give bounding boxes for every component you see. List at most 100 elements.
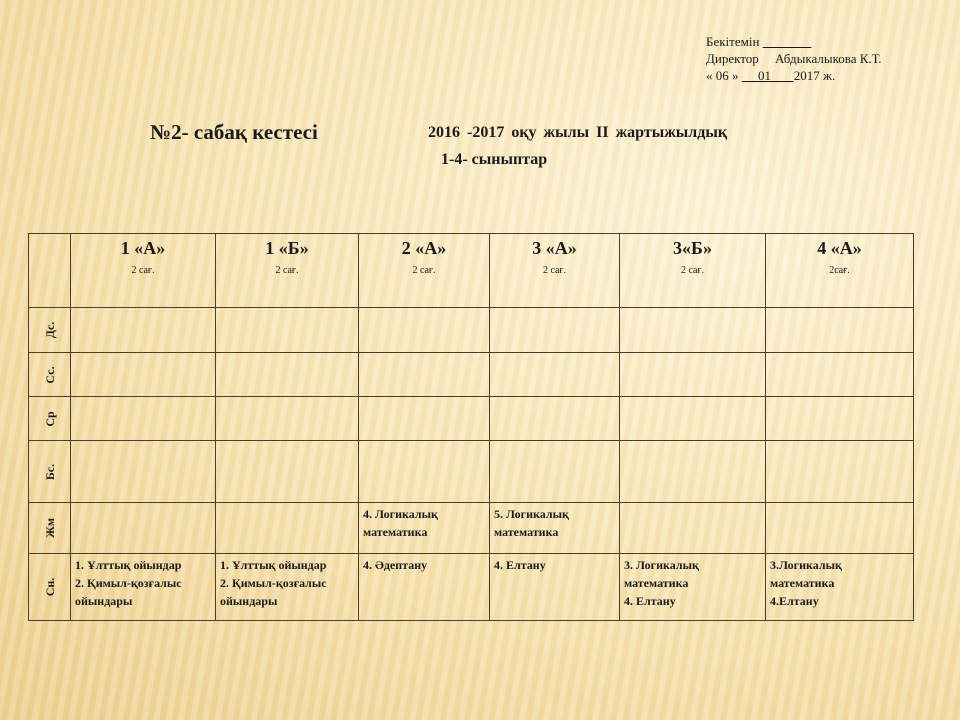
lesson-cell[interactable] [215, 396, 359, 441]
lesson-cell[interactable]: 4. Логикалық математика [358, 502, 490, 554]
lesson-cell[interactable] [215, 502, 359, 554]
column-header: 1 «А» 2 сағ. [70, 233, 216, 308]
day-label: Дс. [42, 321, 57, 339]
lesson-text: 1. Ұлттық ойындар [220, 558, 327, 572]
day-cell: Ср [28, 396, 71, 441]
lesson-cell[interactable] [765, 307, 914, 353]
approval-day: « 06 » [706, 68, 739, 83]
approval-month: 01 [758, 68, 771, 83]
day-cell: Бс. [28, 440, 71, 503]
lesson-cell[interactable] [70, 352, 216, 397]
class-hours: 2сағ. [829, 265, 850, 276]
lesson-cell[interactable] [765, 396, 914, 441]
table-row: Бс. [28, 440, 914, 503]
lesson-text: 5. Логикалық [494, 507, 569, 521]
lesson-cell[interactable]: 3.Логикалық математика 4.Елтану [765, 553, 914, 621]
schedule-table: 1 «А» 2 сағ. 1 «Б» 2 сағ. 2 «А» 2 сағ. 3 «А» 2 … [28, 233, 914, 621]
lesson-text: 3.Логикалық [770, 558, 842, 572]
day-label: Сс. [42, 365, 57, 384]
lesson-text: 2. Қимыл-қозғалыс [220, 576, 327, 590]
lesson-text: 1. Ұлттық ойындар [75, 558, 182, 572]
day-label: Ср [42, 410, 57, 427]
day-cell: Дс. [28, 307, 71, 353]
page-subtitle: 2016 -2017 оқу жылы II жартыжылдық [428, 124, 728, 141]
day-label: Бс. [42, 463, 57, 480]
class-name: 3«Б» [673, 238, 712, 258]
lesson-text: 2. Қимыл-қозғалыс [75, 576, 182, 590]
day-label: Жм [42, 517, 57, 539]
lesson-cell[interactable] [358, 307, 490, 353]
lesson-cell[interactable] [489, 440, 620, 503]
column-header: 3 «А» 2 сағ. [489, 233, 620, 308]
table-row: Сн. 1. Ұлттық ойындар 2. Қимыл-қозғалыс ойы… [28, 553, 914, 621]
table-row: Сс. [28, 352, 914, 397]
day-label: Сн. [42, 577, 57, 597]
day-cell: Сн. [28, 553, 71, 621]
lesson-cell[interactable] [619, 440, 766, 503]
lesson-cell[interactable]: 4. Әдептану [358, 553, 490, 621]
column-header: 4 «А» 2сағ. [765, 233, 914, 308]
day-cell: Жм [28, 502, 71, 554]
lesson-text: 4.Елтану [770, 594, 819, 608]
lesson-cell[interactable] [619, 502, 766, 554]
lesson-text: 4. Логикалық [363, 507, 438, 521]
table-row: Ср [28, 396, 914, 441]
lesson-cell[interactable] [215, 440, 359, 503]
lesson-cell[interactable] [489, 307, 620, 353]
class-name: 3 «А» [532, 238, 577, 258]
lesson-cell[interactable]: 5. Логикалық математика [489, 502, 620, 554]
lesson-cell[interactable]: 3. Логикалық математика 4. Елтану [619, 553, 766, 621]
column-header: 2 «А» 2 сағ. [358, 233, 490, 308]
lesson-cell[interactable] [70, 440, 216, 503]
page-title: №2- сабақ кестесі [150, 120, 318, 144]
class-name: 4 «А» [817, 238, 862, 258]
director-role: Директор [706, 51, 759, 66]
lesson-text: 4. Елтану [494, 558, 546, 572]
class-hours: 2 сағ. [680, 265, 705, 276]
lesson-cell[interactable]: 1. Ұлттық ойындар 2. Қимыл-қозғалыс ойында… [70, 553, 216, 621]
lesson-text: 4. Әдептану [363, 558, 428, 572]
lesson-cell[interactable] [215, 352, 359, 397]
table-row: Жм 4. Логикалық математика 5. Логикалық мате… [28, 502, 914, 554]
lesson-cell[interactable] [358, 396, 490, 441]
lesson-cell[interactable] [619, 396, 766, 441]
column-header: 3«Б» 2 сағ. [619, 233, 766, 308]
lesson-text: ойындары [220, 594, 278, 608]
approval-label: Бекітемін [706, 34, 760, 49]
day-cell: Сс. [28, 352, 71, 397]
lesson-text: математика [363, 525, 428, 539]
class-hours: 2 сағ. [275, 265, 299, 276]
lesson-cell[interactable] [619, 352, 766, 397]
corner-cell [28, 233, 71, 308]
lesson-cell[interactable] [70, 502, 216, 554]
class-hours: 2 сағ. [412, 265, 436, 276]
class-hours: 2 сағ. [131, 265, 155, 276]
class-name: 1 «А» [120, 238, 166, 258]
lesson-text: 4. Елтану [624, 594, 676, 608]
column-header: 1 «Б» 2 сағ. [215, 233, 359, 308]
lesson-cell[interactable] [70, 307, 216, 353]
lesson-text: 3. Логикалық [624, 558, 699, 572]
lesson-cell[interactable]: 1. Ұлттық ойындар 2. Қимыл-қозғалыс ойында… [215, 553, 359, 621]
lesson-text: математика [624, 576, 689, 590]
lesson-cell[interactable] [358, 352, 490, 397]
director-name: Абдыкалыкова К.Т. [775, 51, 882, 66]
class-name: 2 «А» [401, 238, 447, 258]
lesson-cell[interactable] [619, 307, 766, 353]
lesson-cell[interactable] [215, 307, 359, 353]
class-hours: 2 сағ. [542, 265, 567, 276]
approval-block: Бекітемін Директор Абдыкалыкова К.Т. « 0… [706, 33, 882, 84]
lesson-cell[interactable] [358, 440, 490, 503]
lesson-cell[interactable] [765, 352, 914, 397]
table-row: Дс. [28, 307, 914, 353]
lesson-cell[interactable] [489, 352, 620, 397]
class-name: 1 «Б» [265, 238, 309, 258]
approval-year: 2017 ж. [793, 68, 836, 83]
lesson-cell[interactable] [70, 396, 216, 441]
lesson-cell[interactable] [765, 502, 914, 554]
grades-label: 1-4- сыныптар [441, 151, 548, 168]
lesson-text: математика [494, 525, 559, 539]
lesson-cell[interactable] [489, 396, 620, 441]
lesson-cell[interactable] [765, 440, 914, 503]
lesson-cell[interactable]: 4. Елтану [489, 553, 620, 621]
